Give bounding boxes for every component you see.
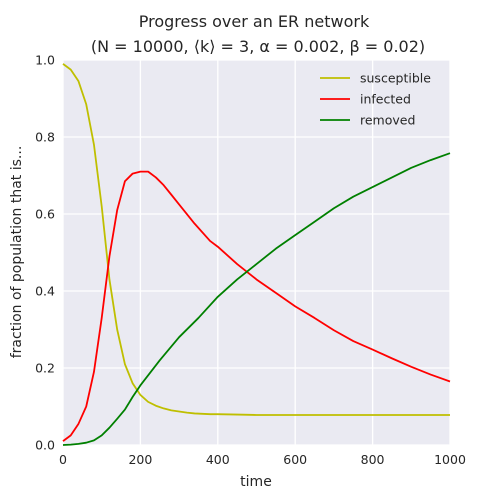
y-tick-label: 0.8 [35,130,55,145]
x-axis-label: time [240,474,272,490]
legend-label-removed: removed [360,113,415,128]
series-line-infected [62,170,451,442]
chart-title: Progress over an ER network [139,12,370,31]
y-tick-label: 0.4 [35,284,55,299]
chart-subtitle: (N = 10000, ⟨k⟩ = 3, α = 0.002, β = 0.02… [91,37,425,56]
x-tick-label: 0 [59,452,67,467]
y-axis-label: fraction of population that is... [9,146,25,359]
legend: susceptible infected removed [320,71,431,128]
y-tick-label: 1.0 [35,53,55,68]
legend-label-infected: infected [360,92,411,107]
series-lines [62,63,451,446]
y-tick-label: 0.6 [35,207,55,222]
series-line-removed [62,152,451,446]
plot-area [63,60,450,445]
x-tick-label: 200 [128,452,152,467]
x-tick-label: 600 [283,452,307,467]
legend-label-susceptible: susceptible [360,71,431,86]
grid [62,59,451,446]
y-tick-label: 0.0 [35,438,55,453]
tick-labels: 0 200 400 600 800 1000 0.0 0.2 0.4 0.6 0.8 1.0 [35,53,466,468]
y-tick-label: 0.2 [35,361,55,376]
series-line-susceptible [62,63,450,416]
x-tick-label: 400 [206,452,230,467]
x-tick-label: 1000 [434,452,466,467]
x-tick-label: 800 [361,452,385,467]
